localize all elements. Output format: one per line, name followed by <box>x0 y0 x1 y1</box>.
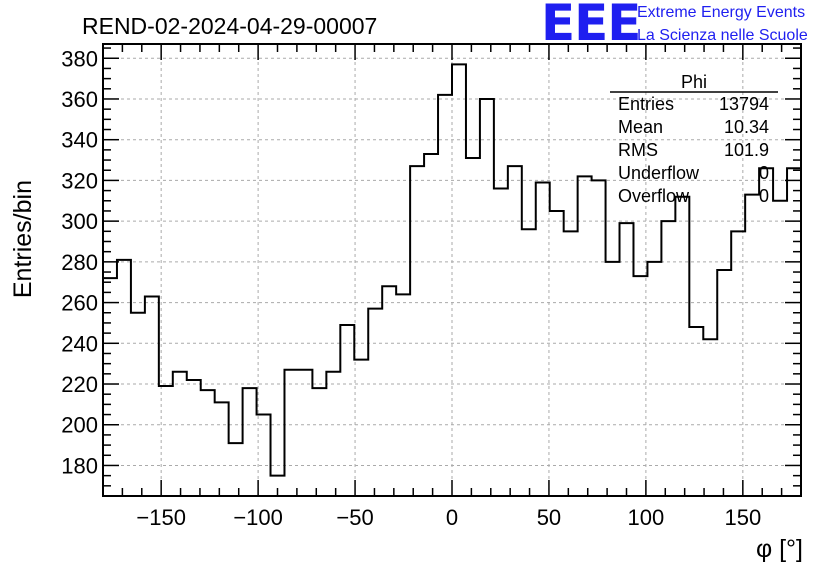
stats-title: Phi <box>681 72 707 92</box>
histogram-bin <box>675 197 689 496</box>
histogram-bin <box>703 339 717 496</box>
x-tick-label: −50 <box>336 505 373 530</box>
histogram-bin <box>117 260 131 496</box>
eee-logo-line-2: La Scienza nelle Scuole <box>637 27 808 44</box>
y-tick-label: 340 <box>61 128 98 153</box>
stats-value-overflow: 0 <box>759 186 769 206</box>
histogram-bin <box>368 309 382 496</box>
y-tick-label: 200 <box>61 413 98 438</box>
histogram-bin <box>592 180 606 496</box>
histogram-bin <box>620 223 634 496</box>
y-tick-label: 280 <box>61 250 98 275</box>
histogram-bin <box>745 195 759 496</box>
grid-lines <box>103 44 801 496</box>
eee-logo-line-1: Extreme Energy Events <box>637 4 805 21</box>
stats-value-mean: 10.34 <box>724 117 769 137</box>
histogram-bin <box>215 402 229 496</box>
histogram-bin <box>438 95 452 496</box>
eee-logo-mark: EEE <box>541 0 640 52</box>
x-tick-label: 0 <box>446 505 458 530</box>
x-tick-label: −100 <box>233 505 283 530</box>
histogram-bin <box>229 443 243 496</box>
histogram-bin <box>298 370 312 496</box>
chart-title: REND-02-2024-04-29-00007 <box>82 13 377 39</box>
y-tick-label: 220 <box>61 372 98 397</box>
y-tick-label: 380 <box>61 46 98 71</box>
histogram-bin <box>633 276 647 496</box>
histogram-bin <box>466 158 480 496</box>
histogram-bin <box>410 166 424 496</box>
histogram-bin <box>354 360 368 496</box>
histogram-bin <box>187 380 201 496</box>
stats-label-rms: RMS <box>618 140 658 160</box>
x-axis-label: φ [°] <box>756 535 803 563</box>
histogram-bin <box>201 390 215 496</box>
histogram-bin <box>661 221 675 496</box>
histogram-bin <box>550 211 564 496</box>
histogram-bin <box>773 201 787 496</box>
histogram-bin <box>536 182 550 496</box>
y-tick-label: 300 <box>61 209 98 234</box>
histogram-bin <box>326 372 340 496</box>
histogram-bin <box>759 168 773 496</box>
histogram-bin <box>578 176 592 496</box>
histogram-bin <box>787 168 801 496</box>
histogram-bin <box>647 262 661 496</box>
x-tick-label: 100 <box>628 505 665 530</box>
stats-label-overflow: Overflow <box>618 186 690 206</box>
y-tick-label: 180 <box>61 453 98 478</box>
histogram-series <box>103 63 801 496</box>
stats-label-entries: Entries <box>618 94 674 114</box>
axis-ticks <box>103 44 801 497</box>
histogram-bin <box>494 189 508 496</box>
stats-value-underflow: 0 <box>759 163 769 183</box>
histogram-bin <box>340 325 354 496</box>
y-axis-label: Entries/bin <box>9 180 37 298</box>
stats-label-mean: Mean <box>618 117 663 137</box>
stats-value-entries: 13794 <box>719 94 769 114</box>
stats-box: Phi Entries 13794 Mean 10.34 RMS 101.9 U… <box>610 72 778 206</box>
plot-frame <box>102 43 802 497</box>
x-tick-label: 150 <box>724 505 761 530</box>
histogram-bin <box>717 270 731 496</box>
x-tick-label: 50 <box>537 505 561 530</box>
histogram-bin <box>508 166 522 496</box>
tick-labels: 180 200 220 240 260 280 300 320 340 360 380 −150 −10… <box>61 46 761 530</box>
histogram-bin <box>689 327 703 496</box>
histogram-bin <box>312 388 326 496</box>
stats-value-rms: 101.9 <box>724 140 769 160</box>
histogram-outline <box>103 63 801 477</box>
histogram-bin <box>480 99 494 496</box>
histogram-bin <box>522 229 536 496</box>
y-tick-label: 320 <box>61 168 98 193</box>
histogram-bin <box>243 388 257 496</box>
x-tick-label: −150 <box>136 505 186 530</box>
y-tick-label: 260 <box>61 291 98 316</box>
histogram-bin <box>452 64 466 496</box>
histogram-bin <box>145 296 159 496</box>
histogram-bin <box>284 370 298 496</box>
histogram-bin <box>606 262 620 496</box>
stats-label-underflow: Underflow <box>618 163 700 183</box>
y-tick-label: 360 <box>61 87 98 112</box>
histogram-bin <box>424 154 438 496</box>
histogram-bin <box>731 231 745 496</box>
histogram-bin <box>396 294 410 496</box>
histogram-bin <box>159 386 173 496</box>
histogram-bin <box>103 278 117 496</box>
histogram-bin <box>173 372 187 496</box>
histogram-bin <box>564 231 578 496</box>
y-tick-label: 240 <box>61 331 98 356</box>
histogram-bin <box>131 313 145 496</box>
histogram-bin <box>382 286 396 496</box>
